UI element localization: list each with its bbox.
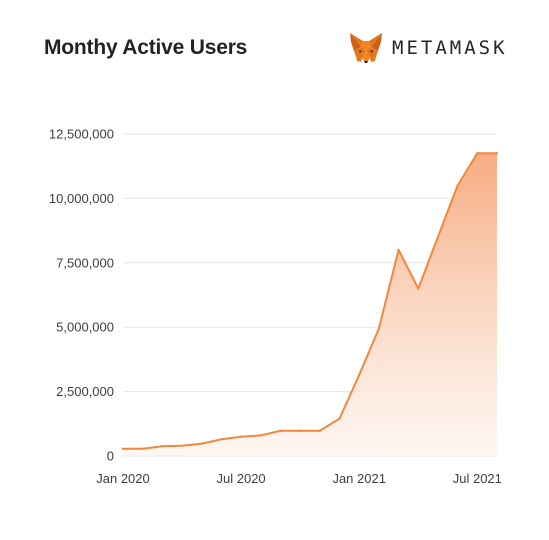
- y-axis-labels: 0 2,500,000 5,000,000 7,500,000 10,000,000 12…: [49, 127, 114, 464]
- data-point: [358, 373, 361, 377]
- data-point: [279, 429, 282, 432]
- data-point: [259, 434, 262, 437]
- brand-name: METAMASK: [392, 37, 508, 59]
- y-tick-label: 2,500,000: [56, 384, 114, 399]
- series-area-fill: [123, 153, 497, 457]
- x-axis-labels: Jan 2020 Jul 2020 Jan 2021 Jul 2021: [96, 471, 502, 486]
- data-point: [318, 429, 322, 432]
- data-point: [417, 287, 420, 290]
- x-tick-label: Jul 2021: [453, 471, 502, 486]
- metamask-fox-icon: [350, 33, 382, 63]
- y-tick-label: 12,500,000: [49, 127, 114, 142]
- y-tick-label: 5,000,000: [56, 320, 114, 335]
- data-point: [141, 447, 144, 450]
- data-point: [377, 327, 381, 330]
- data-point: [338, 417, 341, 420]
- x-tick-label: Jan 2020: [96, 471, 150, 486]
- chart-title: Monthy Active Users: [44, 36, 248, 59]
- data-point: [180, 444, 184, 447]
- y-tick-label: 7,500,000: [56, 255, 114, 270]
- data-point: [436, 235, 440, 239]
- data-point: [239, 435, 243, 438]
- data-point: [495, 152, 499, 155]
- series-points: [121, 152, 499, 450]
- x-tick-label: Jul 2020: [217, 471, 266, 486]
- brand: METAMASK: [348, 30, 508, 66]
- series-line: [123, 152, 497, 450]
- data-point: [476, 152, 479, 155]
- data-point: [298, 429, 302, 432]
- y-tick-label: 0: [107, 449, 114, 464]
- data-point: [161, 445, 164, 448]
- y-tick-label: 10,000,000: [49, 191, 114, 206]
- x-tick-label: Jan 2021: [332, 471, 386, 486]
- data-point: [200, 442, 203, 445]
- data-point: [220, 438, 223, 441]
- data-point: [397, 248, 400, 252]
- data-point: [121, 447, 125, 450]
- data-point: [456, 184, 459, 187]
